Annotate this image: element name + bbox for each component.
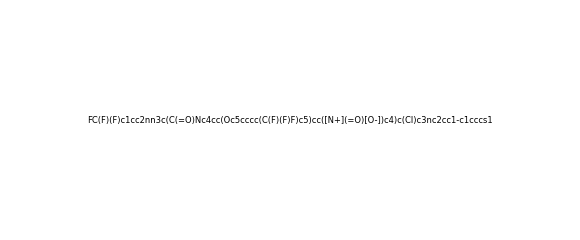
Text: FC(F)(F)c1cc2nn3c(C(=O)Nc4cc(Oc5cccc(C(F)(F)F)c5)cc([N+](=O)[O-])c4)c(Cl)c3nc2cc: FC(F)(F)c1cc2nn3c(C(=O)Nc4cc(Oc5cccc(C(F… — [87, 115, 493, 125]
